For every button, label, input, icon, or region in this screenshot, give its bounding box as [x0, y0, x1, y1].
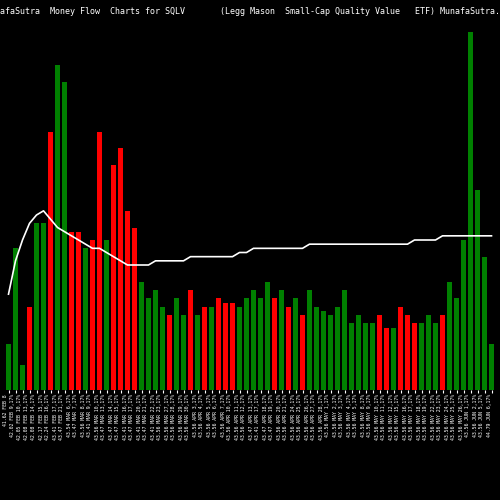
Bar [488, 344, 494, 390]
Bar [250, 290, 256, 390]
Bar [412, 324, 418, 390]
Bar [418, 324, 424, 390]
Bar [76, 232, 82, 390]
Bar [376, 315, 382, 390]
Bar [104, 240, 110, 390]
Bar [20, 365, 26, 390]
Bar [152, 290, 158, 390]
Bar [6, 344, 12, 390]
Bar [54, 65, 60, 390]
Bar [82, 248, 88, 390]
Bar [384, 328, 390, 390]
Bar [68, 232, 74, 390]
Bar [40, 224, 46, 390]
Bar [244, 298, 250, 390]
Bar [390, 328, 396, 390]
Bar [236, 306, 242, 390]
Bar [138, 282, 144, 390]
Bar [328, 315, 334, 390]
Bar [426, 315, 432, 390]
Bar [188, 290, 194, 390]
Bar [180, 315, 186, 390]
Bar [202, 306, 207, 390]
Bar [292, 298, 298, 390]
Bar [446, 282, 452, 390]
Bar [356, 315, 362, 390]
Bar [264, 282, 270, 390]
Bar [320, 311, 326, 390]
Bar [110, 165, 116, 390]
Bar [160, 306, 166, 390]
Bar [314, 306, 320, 390]
Bar [482, 256, 488, 390]
Bar [440, 315, 446, 390]
Bar [258, 298, 264, 390]
Bar [48, 132, 54, 390]
Bar [404, 315, 410, 390]
Bar [342, 290, 347, 390]
Bar [96, 132, 102, 390]
Bar [208, 306, 214, 390]
Bar [454, 298, 460, 390]
Bar [474, 190, 480, 390]
Bar [230, 302, 235, 390]
Bar [460, 240, 466, 390]
Bar [90, 240, 96, 390]
Bar [362, 324, 368, 390]
Bar [272, 298, 278, 390]
Bar [166, 315, 172, 390]
Bar [222, 302, 228, 390]
Bar [124, 211, 130, 390]
Bar [118, 148, 124, 390]
Text: MunafaSutra  Money Flow  Charts for SQLV       (Legg Mason  Small-Cap Quality Va: MunafaSutra Money Flow Charts for SQLV (… [0, 8, 500, 16]
Bar [174, 298, 180, 390]
Bar [278, 290, 284, 390]
Bar [300, 315, 306, 390]
Bar [348, 324, 354, 390]
Bar [334, 306, 340, 390]
Bar [194, 315, 200, 390]
Bar [306, 290, 312, 390]
Bar [216, 298, 222, 390]
Bar [468, 32, 473, 390]
Bar [398, 306, 404, 390]
Bar [370, 324, 376, 390]
Bar [286, 306, 292, 390]
Bar [34, 224, 40, 390]
Bar [26, 306, 32, 390]
Bar [132, 228, 138, 390]
Bar [146, 298, 152, 390]
Bar [62, 82, 68, 390]
Bar [12, 248, 18, 390]
Bar [432, 324, 438, 390]
